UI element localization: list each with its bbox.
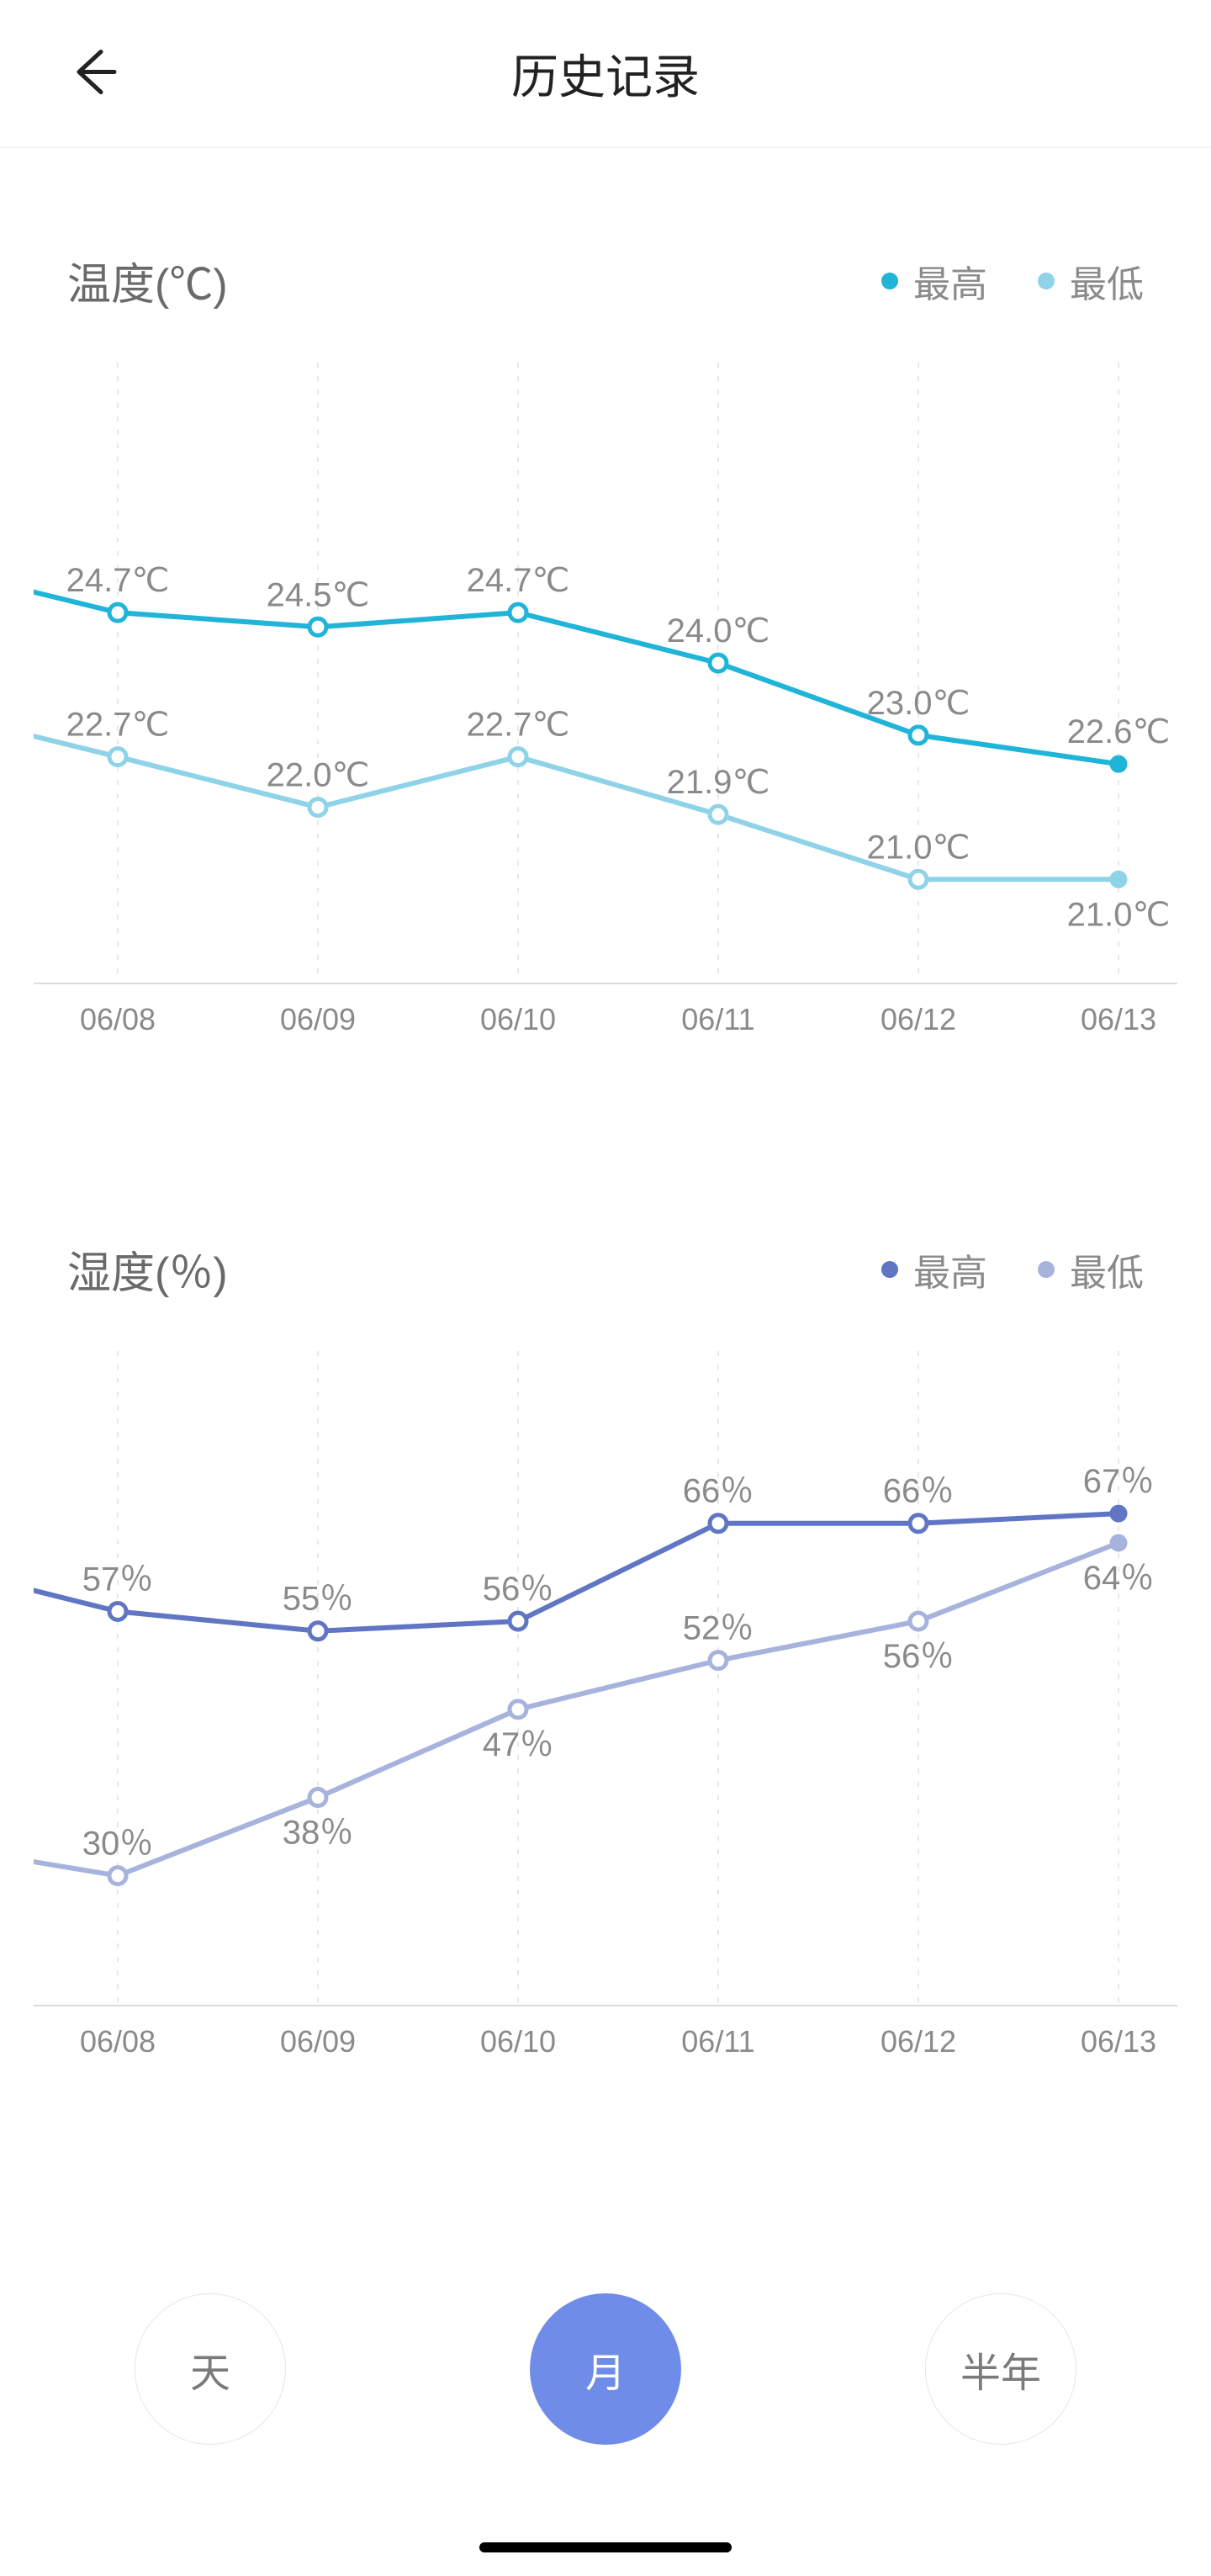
x-axis-label: 06/09 [280, 2024, 356, 2059]
home-indicator[interactable] [479, 2542, 732, 2552]
temperature-header: 温度(℃) 最高 最低 [34, 148, 1177, 363]
svg-text:66％: 66％ [683, 1473, 754, 1510]
legend-high: 最高 [881, 1243, 987, 1296]
legend-dot-low [1038, 1261, 1055, 1278]
svg-text:22.7℃: 22.7℃ [66, 707, 170, 744]
back-arrow-icon [67, 45, 121, 98]
svg-text:67％: 67％ [1083, 1463, 1155, 1500]
x-axis-label: 06/13 [1081, 2024, 1156, 2059]
temperature-title: 温度(℃) [67, 249, 228, 312]
svg-text:66％: 66％ [883, 1473, 955, 1510]
svg-text:55％: 55％ [283, 1581, 354, 1618]
x-axis-label: 06/10 [480, 2024, 556, 2059]
tab-month[interactable]: 月 [530, 2293, 681, 2445]
svg-text:21.9℃: 21.9℃ [667, 764, 770, 801]
humidity-header: 湿度(％) 最高 最低 [34, 1137, 1177, 1351]
humidity-chart-svg: 57％ 55％ 56％ 66％ 66％ 67％ 30％ 38％ 47％ 52％ 56％ 64％ [34, 1351, 1177, 2007]
x-axis-label: 06/08 [80, 2024, 156, 2059]
legend-low: 最低 [1038, 1243, 1144, 1296]
svg-text:52％: 52％ [683, 1610, 754, 1647]
svg-text:21.0℃: 21.0℃ [1067, 896, 1171, 933]
legend-dot-low [1038, 273, 1055, 289]
svg-text:22.6℃: 22.6℃ [1067, 713, 1171, 750]
humidity-title: 湿度(％) [67, 1238, 228, 1301]
x-axis-label: 06/12 [880, 1002, 956, 1037]
svg-text:56％: 56％ [883, 1638, 955, 1675]
svg-text:24.5℃: 24.5℃ [267, 576, 370, 613]
period-tabs: 天 月 半年 [0, 2293, 1211, 2445]
humidity-section: 湿度(％) 最高 最低 57％55％56％66％66％67％30％38％47％5… [0, 1137, 1211, 2159]
svg-text:47％: 47％ [483, 1726, 554, 1763]
x-axis-label: 06/12 [880, 2024, 956, 2059]
svg-text:64％: 64％ [1083, 1560, 1155, 1597]
svg-text:21.0℃: 21.0℃ [867, 829, 970, 866]
temperature-section: 温度(℃) 最高 最低 24.7℃ 24.5℃ 24.7℃ 24.0℃ 23.0℃ 22.… [0, 148, 1211, 1137]
page-title: 历史记录 [0, 40, 1211, 108]
x-axis-label: 06/08 [80, 1002, 156, 1037]
x-axis-label: 06/11 [681, 1002, 754, 1037]
svg-text:22.7℃: 22.7℃ [467, 707, 570, 744]
svg-text:56％: 56％ [483, 1571, 554, 1608]
svg-text:38％: 38％ [283, 1815, 354, 1852]
humidity-legend: 最高 最低 [881, 1243, 1144, 1296]
legend-dot-high [881, 1261, 898, 1278]
svg-text:24.0℃: 24.0℃ [667, 612, 770, 649]
legend-high-label: 最高 [913, 1243, 987, 1296]
back-button[interactable] [67, 45, 121, 103]
svg-text:57％: 57％ [82, 1561, 154, 1598]
svg-text:30％: 30％ [82, 1826, 154, 1863]
svg-text:22.0℃: 22.0℃ [267, 757, 370, 794]
legend-dot-high [881, 273, 898, 289]
legend-low-label: 最低 [1070, 1243, 1144, 1296]
legend-high: 最高 [881, 254, 987, 308]
legend-low-label: 最低 [1070, 254, 1144, 308]
temperature-chart-svg: 24.7℃ 24.5℃ 24.7℃ 24.0℃ 23.0℃ 22.6℃ 22.7℃ 22.0℃… [34, 363, 1177, 985]
humidity-chart: 57％ 55％ 56％ 66％ 66％ 67％ 30％ 38％ 47％ 52％ 56％ 64％ 06/… [34, 1351, 1177, 2159]
tab-halfyear[interactable]: 半年 [925, 2293, 1076, 2445]
legend-high-label: 最高 [913, 254, 987, 308]
x-axis-label: 06/11 [681, 2024, 754, 2059]
svg-text:24.7℃: 24.7℃ [467, 562, 570, 599]
humidity-x-axis: 06/0806/0906/1006/1106/1206/13 [34, 2007, 1177, 2049]
legend-low: 最低 [1038, 254, 1144, 308]
svg-text:23.0℃: 23.0℃ [867, 685, 970, 722]
temperature-legend: 最高 最低 [881, 254, 1144, 308]
tab-day[interactable]: 天 [135, 2293, 286, 2445]
temperature-x-axis: 06/0806/0906/1006/1106/1206/13 [34, 985, 1177, 1027]
x-axis-label: 06/13 [1081, 1002, 1156, 1037]
x-axis-label: 06/09 [280, 1002, 356, 1037]
header: 历史记录 [0, 0, 1211, 148]
svg-text:24.7℃: 24.7℃ [66, 562, 170, 599]
temperature-chart: 24.7℃ 24.5℃ 24.7℃ 24.0℃ 23.0℃ 22.6℃ 22.7℃ 22.0℃… [34, 363, 1177, 1137]
x-axis-label: 06/10 [480, 1002, 556, 1037]
